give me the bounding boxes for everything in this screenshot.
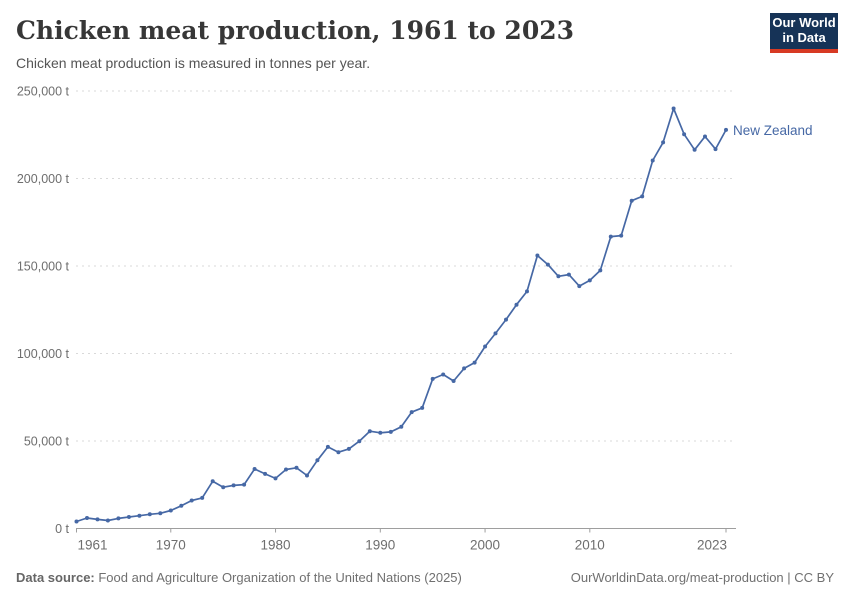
chart-subtitle: Chicken meat production is measured in t…: [16, 55, 371, 71]
data-point: [441, 372, 446, 377]
data-source-note: Data source: Food and Agriculture Organi…: [16, 570, 576, 585]
data-point: [168, 508, 173, 513]
data-point: [294, 465, 299, 470]
data-point: [126, 515, 131, 519]
data-point: [462, 366, 467, 371]
data-point: [692, 147, 697, 152]
data-point: [221, 485, 226, 490]
data-point: [640, 194, 645, 199]
x-axis-tick-label: 1970: [156, 538, 186, 553]
data-point: [682, 132, 687, 137]
x-axis-tick-label: 1980: [261, 538, 291, 553]
data-point: [556, 274, 561, 279]
data-point: [85, 516, 89, 520]
data-point: [525, 289, 529, 294]
data-point: [587, 278, 592, 283]
data-point: [105, 518, 110, 523]
data-point: [504, 317, 508, 322]
data-point: [263, 471, 268, 476]
data-point: [713, 147, 718, 152]
data-point: [671, 106, 676, 111]
owid-logo-line1: Our World: [772, 15, 836, 30]
data-point: [451, 379, 456, 383]
data-point: [242, 482, 247, 487]
owid-logo-line2: in Data: [782, 30, 826, 45]
data-point: [200, 495, 205, 500]
series-end-label: New Zealand: [733, 123, 813, 138]
data-point: [378, 430, 383, 435]
data-point: [284, 467, 288, 472]
data-source-text: Food and Agriculture Organization of the…: [94, 570, 462, 585]
data-point: [629, 198, 634, 203]
x-axis-tick-label: 2000: [470, 538, 500, 553]
data-line: [75, 107, 727, 523]
data-point: [74, 519, 79, 524]
y-axis-tick-label: 200,000 t: [17, 172, 70, 186]
data-point: [535, 253, 540, 258]
data-point: [158, 511, 163, 516]
data-point: [399, 424, 404, 429]
data-point: [137, 513, 142, 518]
data-point: [472, 360, 477, 365]
x-axis-tick-label: 2023: [697, 538, 727, 553]
data-point: [661, 140, 666, 145]
data-source-label: Data source:: [16, 570, 95, 585]
y-axis-tick-label: 0 t: [55, 522, 69, 536]
data-point: [608, 234, 613, 239]
data-point: [619, 233, 624, 238]
y-axis-tick-label: 50,000 t: [24, 435, 70, 449]
x-axis-tick-label: 1990: [365, 538, 395, 553]
footer-link[interactable]: OurWorldinData.org/meat-production | CC …: [570, 570, 834, 585]
y-axis-tick-label: 150,000 t: [17, 260, 70, 274]
data-point: [598, 268, 603, 273]
owid-logo[interactable]: Our World in Data: [770, 13, 838, 53]
data-point: [179, 503, 184, 508]
data-point: [346, 446, 351, 451]
x-axis-tick-label: 1961: [78, 538, 108, 553]
data-point: [724, 127, 728, 132]
data-point: [430, 376, 435, 381]
data-point: [703, 134, 707, 139]
data-point: [95, 517, 100, 522]
chart-title: Chicken meat production, 1961 to 2023: [16, 16, 575, 45]
data-point: [420, 405, 425, 410]
data-point: [147, 512, 152, 517]
data-point: [315, 458, 320, 463]
data-point: [493, 331, 498, 336]
data-point: [650, 158, 655, 163]
data-point: [336, 450, 341, 455]
data-point: [210, 479, 215, 484]
data-point: [514, 302, 519, 307]
data-point: [325, 444, 330, 449]
data-point: [483, 344, 488, 349]
y-axis-tick-label: 250,000 t: [17, 85, 70, 99]
data-point: [388, 429, 393, 434]
x-axis-tick-label: 2010: [575, 538, 605, 553]
data-point: [566, 272, 571, 277]
data-point: [577, 284, 582, 289]
data-point: [409, 410, 414, 415]
data-point: [545, 262, 550, 267]
data-point: [273, 476, 278, 481]
y-axis-tick-label: 100,000 t: [17, 347, 70, 361]
data-point: [357, 439, 362, 444]
data-point: [231, 483, 236, 488]
data-point: [189, 498, 194, 503]
data-point: [305, 473, 309, 478]
data-point: [252, 467, 257, 471]
data-point: [116, 516, 121, 521]
data-point: [367, 429, 372, 434]
